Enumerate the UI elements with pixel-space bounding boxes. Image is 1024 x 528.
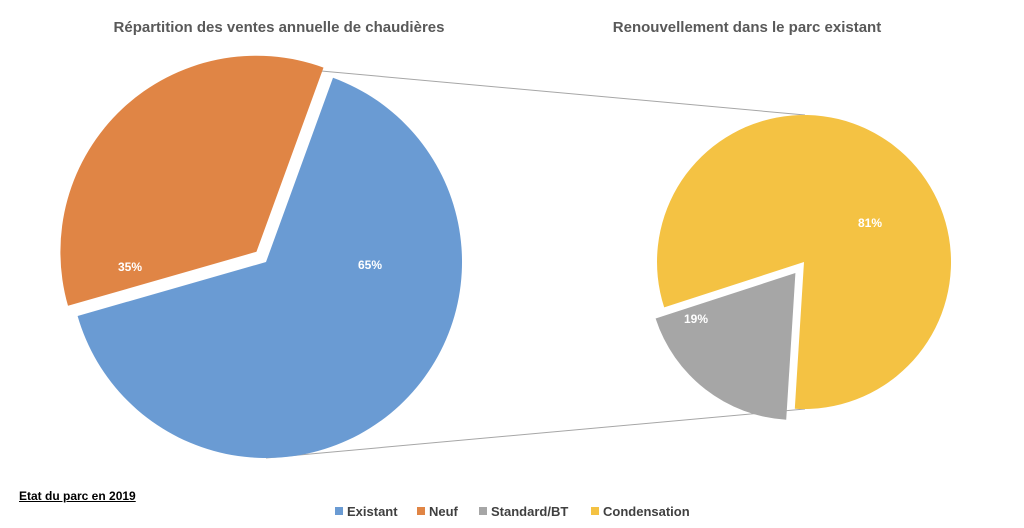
legend-label-existant: Existant	[347, 504, 398, 519]
legend-swatch-condensation	[591, 507, 599, 515]
chart-title-ventes: Répartition des ventes annuelle de chaud…	[114, 19, 445, 36]
legend-label-neuf: Neuf	[429, 504, 459, 519]
slice-label-condensation: 81%	[858, 216, 882, 230]
slice-label-neuf: 35%	[118, 260, 142, 274]
connector-line-top	[265, 65, 806, 116]
legend-swatch-standard-bt	[479, 507, 487, 515]
legend-label-standard-bt: Standard/BT	[491, 504, 568, 519]
connector-line-bottom	[265, 408, 806, 459]
slice-label-existant: 65%	[358, 258, 382, 272]
pie-chart-renouvellement: Renouvellement dans le parc existant 81%…	[613, 19, 952, 420]
slice-label-standard-bt: 19%	[684, 312, 708, 326]
pie-slice-existant	[77, 77, 463, 458]
legend-swatch-existant	[335, 507, 343, 515]
legend: Existant Neuf Standard/BT Condensation	[335, 504, 690, 519]
chart-title-renouvellement: Renouvellement dans le parc existant	[613, 19, 881, 36]
pie-chart-ventes: Répartition des ventes annuelle de chaud…	[60, 19, 463, 458]
legend-swatch-neuf	[417, 507, 425, 515]
pie-slice-condensation	[657, 114, 952, 409]
pie-slice-standard-bt	[655, 273, 796, 420]
pie-slice-neuf	[60, 55, 324, 306]
footnote: Etat du parc en 2019	[19, 489, 136, 503]
legend-label-condensation: Condensation	[603, 504, 690, 519]
